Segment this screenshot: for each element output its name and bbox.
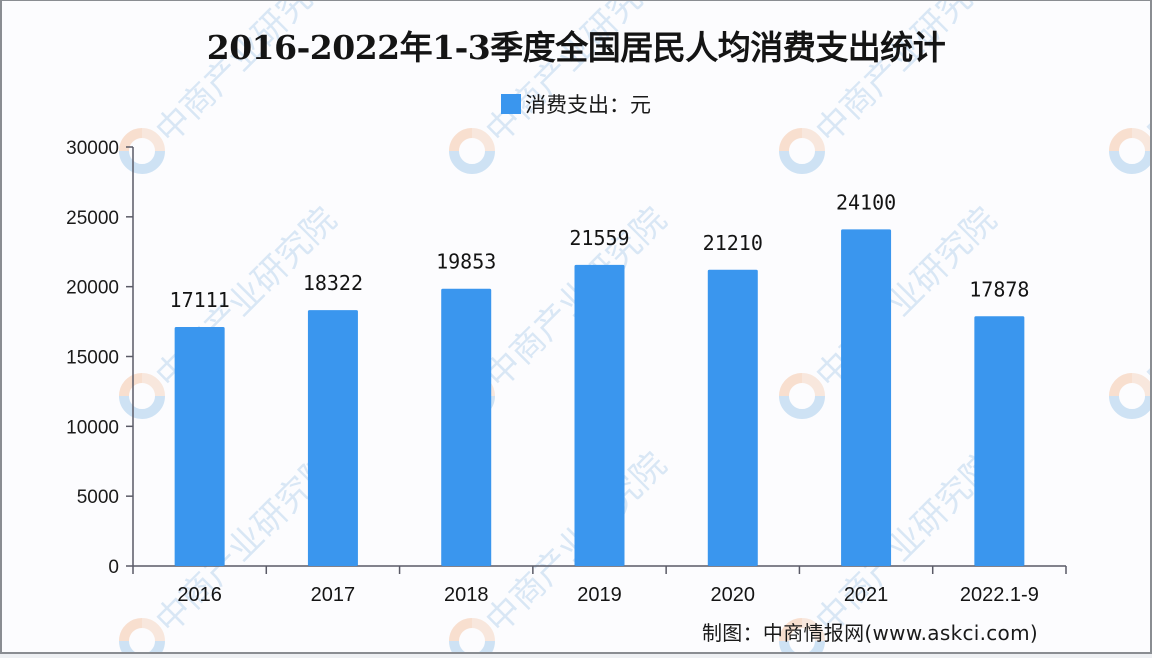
y-tick-label: 30000 (66, 138, 119, 159)
x-tick-label: 2016 (177, 584, 222, 606)
data-label: 18322 (303, 271, 363, 295)
bar (441, 288, 492, 566)
x-tick-label: 2020 (711, 584, 756, 606)
bar (307, 310, 358, 566)
x-tick-label: 2017 (311, 584, 356, 606)
bar (707, 269, 758, 566)
bar (841, 229, 892, 567)
data-label: 19853 (436, 250, 496, 274)
x-tick-label: 2021 (844, 584, 889, 606)
source-credit: 制图：中商情报网(www.askci.com) (702, 621, 1038, 645)
x-tick-label: 2022.1-9 (960, 584, 1039, 606)
x-tick-label: 2018 (444, 584, 489, 606)
chart-title: 2016-2022年1-3季度全国居民人均消费支出统计 (206, 28, 946, 67)
y-tick-label: 15000 (66, 348, 119, 369)
y-tick-label: 0 (108, 557, 119, 578)
data-label: 17111 (170, 288, 230, 312)
bar (574, 264, 625, 566)
y-tick-label: 25000 (66, 208, 119, 229)
bar (174, 327, 225, 566)
data-label: 24100 (836, 190, 896, 214)
y-tick-label: 20000 (66, 278, 119, 299)
legend: 消费支出：元 (2, 89, 1150, 119)
legend-swatch-icon (501, 94, 521, 114)
y-tick-label: 10000 (66, 417, 119, 438)
bar (974, 316, 1025, 566)
data-label: 21210 (703, 231, 763, 255)
data-label: 17878 (969, 277, 1029, 301)
legend-label: 消费支出：元 (525, 93, 651, 117)
data-label: 21559 (569, 226, 629, 250)
x-tick-label: 2019 (577, 584, 622, 606)
y-tick-label: 5000 (77, 487, 119, 508)
